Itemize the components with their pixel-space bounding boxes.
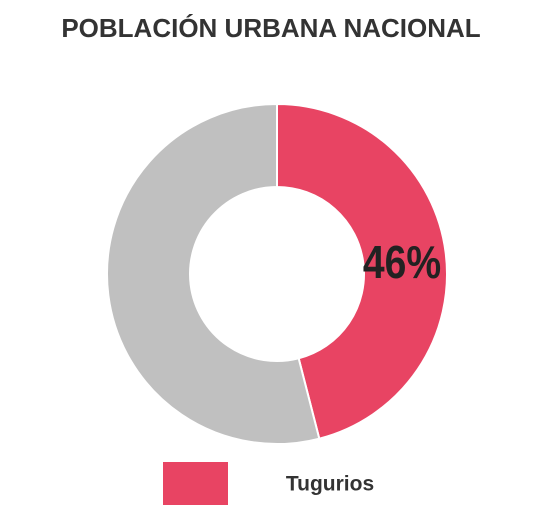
value-label: 46% [363, 237, 441, 289]
legend-label: Tugurios [286, 473, 374, 496]
legend-swatch [163, 462, 228, 505]
donut-segment [105, 102, 321, 445]
chart-title: POBLACIÓN URBANA NACIONAL [61, 13, 480, 43]
donut-segment [276, 102, 448, 440]
